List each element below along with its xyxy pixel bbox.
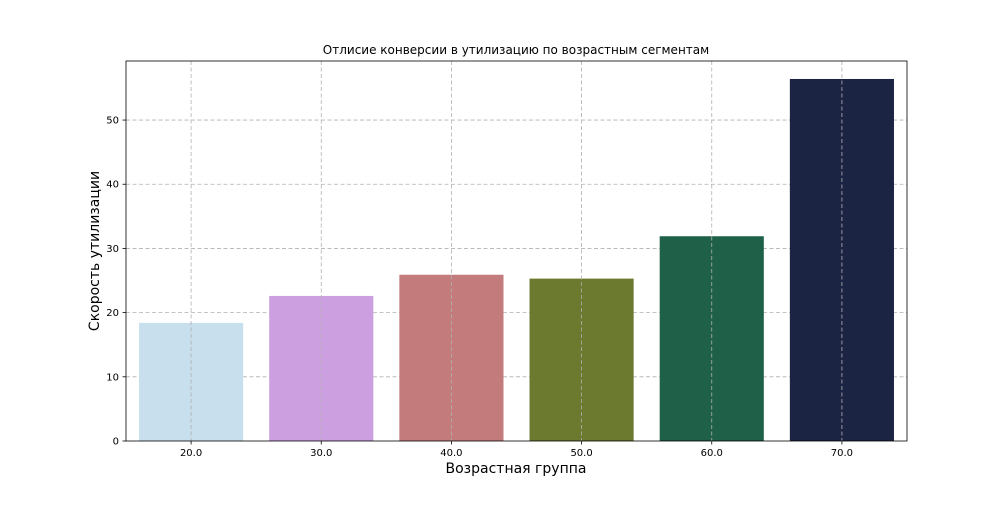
y-axis-label: Скорость утилизации	[87, 171, 103, 331]
vertical-grid	[190, 61, 843, 441]
y-tick-label: 30	[106, 244, 119, 255]
chart-title: Отлисие конверсии в утилизацию по возрас…	[323, 43, 709, 57]
y-tick-label: 20	[106, 308, 119, 319]
bar	[399, 274, 504, 441]
y-tick-label: 50	[106, 116, 119, 127]
bar	[659, 236, 764, 441]
y-tick-label: 40	[106, 180, 119, 191]
y-tick-label: 0	[113, 437, 119, 448]
ticks: 0 10 20 30 40 50 20.0 30.0 40.0 50.0 60.0 70.0	[106, 116, 853, 459]
grid	[126, 119, 907, 378]
x-tick-label: 70.0	[831, 448, 853, 459]
plot-frame	[125, 60, 908, 442]
x-tick-label: 60.0	[701, 448, 723, 459]
y-tick-label: 10	[106, 372, 119, 383]
bars	[139, 78, 894, 442]
x-tick-label: 20.0	[180, 448, 202, 459]
x-tick-label: 50.0	[570, 448, 592, 459]
x-tick-label: 30.0	[310, 448, 332, 459]
x-axis-label: Возрастная группа	[446, 461, 587, 477]
x-tick-label: 40.0	[440, 448, 462, 459]
